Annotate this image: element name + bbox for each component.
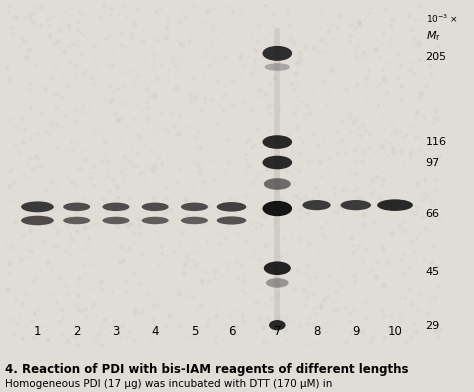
- Text: Homogeneous PDI (17 μg) was incubated with DTT (170 μM) in: Homogeneous PDI (17 μg) was incubated wi…: [5, 379, 332, 389]
- Text: 29: 29: [426, 321, 440, 331]
- Ellipse shape: [264, 261, 291, 275]
- Ellipse shape: [377, 200, 413, 211]
- Ellipse shape: [264, 178, 291, 190]
- Ellipse shape: [102, 217, 129, 224]
- Ellipse shape: [21, 201, 54, 212]
- Text: 116: 116: [426, 137, 447, 147]
- Ellipse shape: [340, 200, 371, 210]
- Ellipse shape: [181, 203, 208, 211]
- Ellipse shape: [142, 217, 169, 224]
- Ellipse shape: [266, 278, 289, 288]
- Ellipse shape: [181, 217, 208, 224]
- Ellipse shape: [263, 156, 292, 169]
- Ellipse shape: [264, 63, 290, 71]
- Ellipse shape: [21, 216, 54, 225]
- Ellipse shape: [263, 46, 292, 61]
- Text: 2: 2: [73, 325, 81, 338]
- Text: 10: 10: [388, 325, 402, 338]
- Text: 8: 8: [313, 325, 320, 338]
- Ellipse shape: [302, 200, 331, 210]
- Text: 9: 9: [352, 325, 360, 338]
- Text: 3: 3: [112, 325, 119, 338]
- Text: 205: 205: [426, 52, 447, 62]
- Ellipse shape: [263, 135, 292, 149]
- Text: $M_{\rm r}$: $M_{\rm r}$: [426, 29, 440, 43]
- Text: 4: 4: [151, 325, 159, 338]
- Ellipse shape: [217, 216, 246, 225]
- Text: 7: 7: [273, 325, 281, 338]
- Ellipse shape: [217, 202, 246, 212]
- Ellipse shape: [63, 217, 90, 224]
- Ellipse shape: [142, 203, 169, 211]
- Ellipse shape: [102, 203, 129, 211]
- Text: 4. Reaction of PDI with bis-IAM reagents of different lengths: 4. Reaction of PDI with bis-IAM reagents…: [5, 363, 408, 376]
- Text: 66: 66: [426, 209, 439, 219]
- Ellipse shape: [63, 203, 90, 211]
- Ellipse shape: [269, 320, 285, 330]
- Text: 1: 1: [34, 325, 41, 338]
- Text: $10^{-3}$ ×: $10^{-3}$ ×: [426, 13, 458, 25]
- Text: 45: 45: [426, 267, 440, 277]
- Text: 97: 97: [426, 158, 440, 167]
- Text: 5: 5: [191, 325, 198, 338]
- Ellipse shape: [263, 201, 292, 216]
- Text: 6: 6: [228, 325, 235, 338]
